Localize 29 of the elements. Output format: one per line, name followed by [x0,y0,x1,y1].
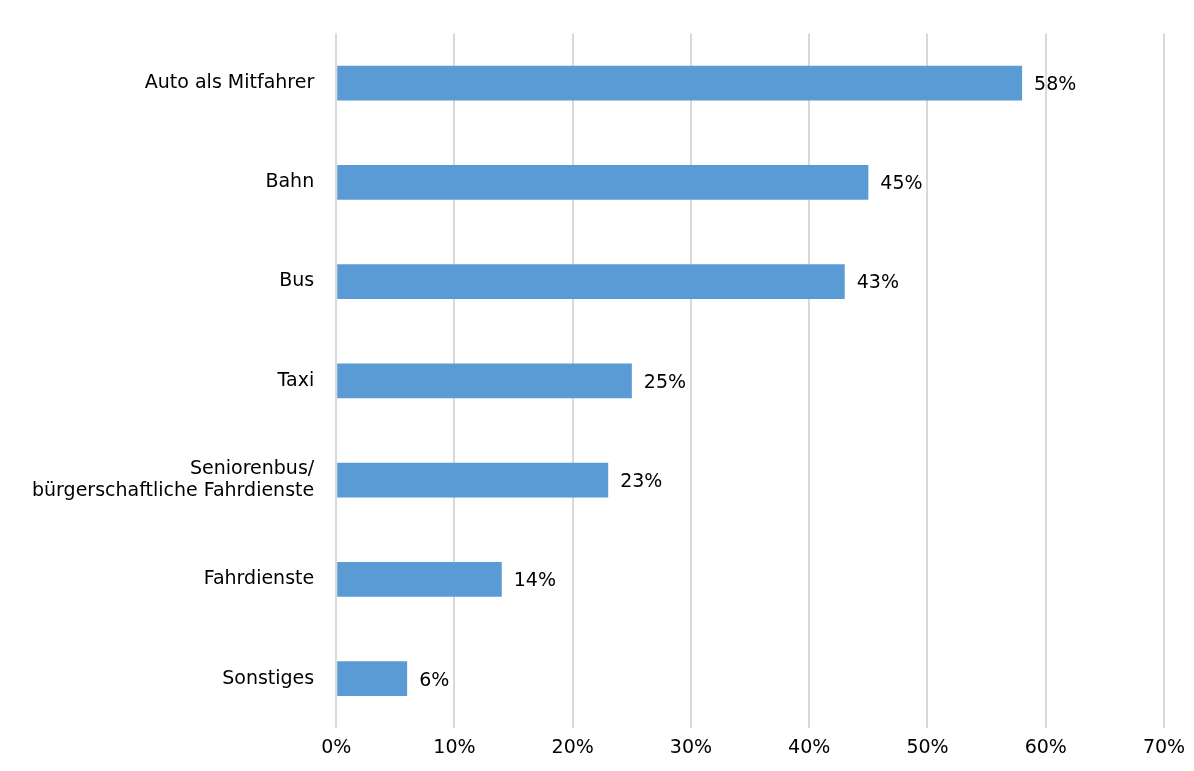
x-tick-label: 20% [551,734,594,757]
data-label: 45% [880,171,923,194]
x-tick-label: 70% [1142,734,1186,757]
y-tick-label: Sonstiges [222,665,315,688]
x-tick-label: 50% [906,734,949,757]
x-tick-label: 30% [669,734,713,757]
y-tick-label: Bahn [265,169,315,192]
data-label: 58% [1034,71,1077,94]
bar [337,661,408,696]
bar [337,462,609,498]
bar [337,264,845,299]
x-tick-label: 0% [321,734,352,757]
data-label: 43% [856,270,899,293]
bar [337,363,632,399]
bar [337,65,1023,101]
data-label: 23% [620,468,663,491]
x-tick-label: 60% [1024,734,1067,757]
data-label: 6% [419,667,450,690]
x-tick-label: 40% [788,734,831,757]
data-label: 14% [513,568,556,591]
y-tick-label: Seniorenbus/ bürgerschaftliche Fahrdienste [31,455,315,501]
bar [337,164,869,200]
bar [337,561,502,597]
data-label: 25% [643,369,687,392]
y-tick-label: Fahrdienste [203,566,315,589]
x-tick-label: 10% [433,734,476,757]
y-tick-label: Auto als Mitfahrer [144,69,315,92]
y-tick-label: Bus [279,268,315,291]
y-tick-label: Taxi [276,367,315,390]
